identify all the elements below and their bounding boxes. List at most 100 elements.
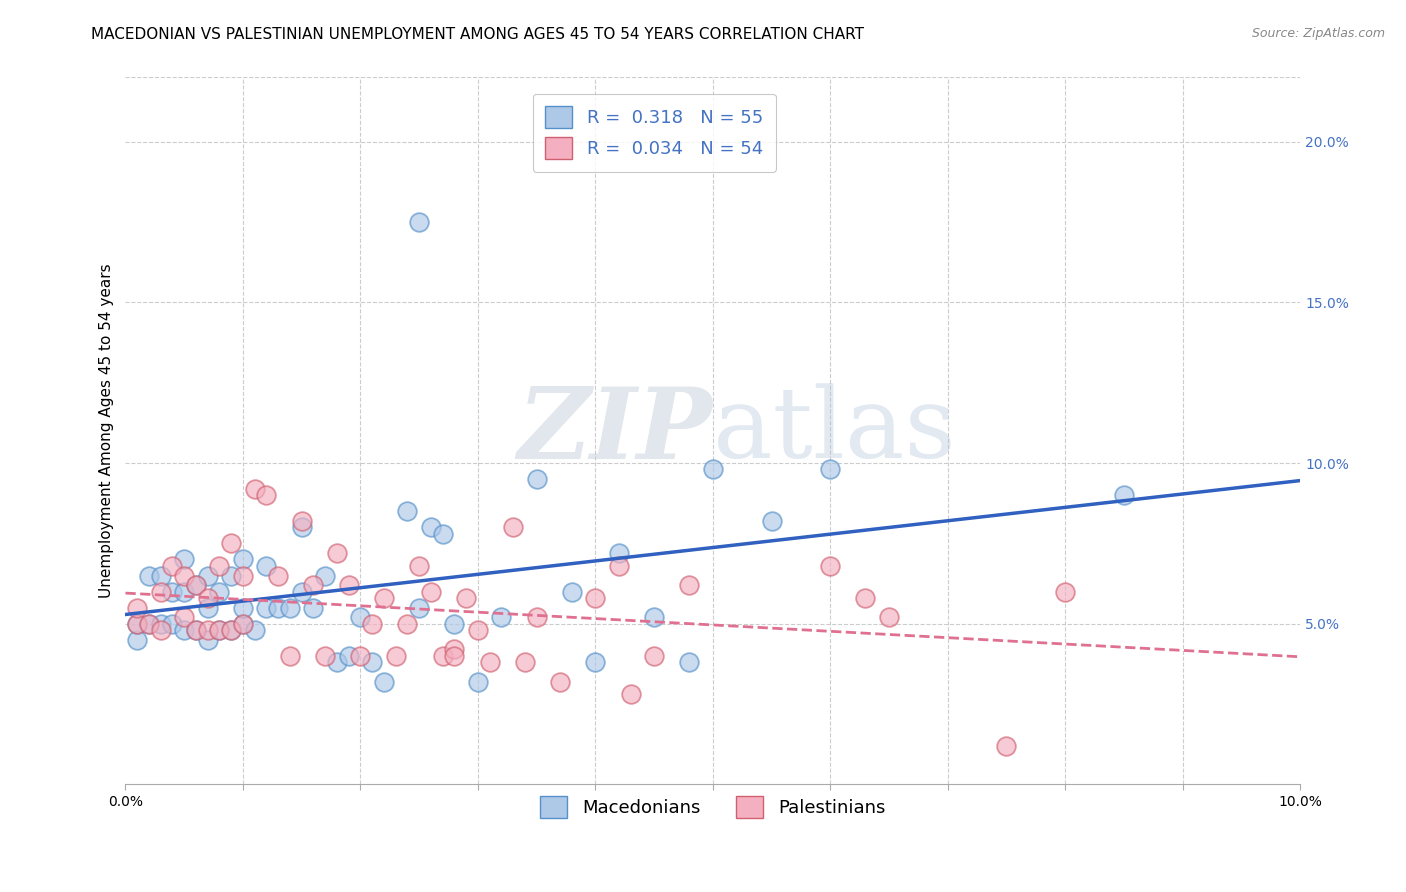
Point	[349, 648, 371, 663]
Point	[197, 600, 219, 615]
Point	[443, 648, 465, 663]
Legend: Macedonians, Palestinians: Macedonians, Palestinians	[533, 789, 893, 825]
Point	[127, 616, 149, 631]
Point	[232, 616, 254, 631]
Point	[173, 623, 195, 637]
Point	[291, 514, 314, 528]
Point	[526, 472, 548, 486]
Point	[583, 656, 606, 670]
Point	[208, 584, 231, 599]
Point	[818, 462, 841, 476]
Point	[314, 568, 336, 582]
Point	[855, 591, 877, 605]
Point	[432, 526, 454, 541]
Point	[607, 558, 630, 573]
Point	[408, 215, 430, 229]
Point	[184, 623, 207, 637]
Point	[396, 616, 419, 631]
Point	[877, 610, 900, 624]
Point	[408, 600, 430, 615]
Point	[291, 520, 314, 534]
Text: ZIP: ZIP	[517, 383, 713, 479]
Point	[995, 739, 1018, 753]
Point	[232, 552, 254, 566]
Point	[607, 546, 630, 560]
Point	[254, 488, 277, 502]
Point	[491, 610, 513, 624]
Point	[314, 648, 336, 663]
Point	[1112, 488, 1135, 502]
Point	[326, 656, 349, 670]
Point	[219, 536, 242, 550]
Point	[526, 610, 548, 624]
Point	[149, 616, 172, 631]
Point	[173, 610, 195, 624]
Point	[149, 584, 172, 599]
Point	[173, 552, 195, 566]
Point	[502, 520, 524, 534]
Point	[643, 610, 665, 624]
Point	[173, 584, 195, 599]
Point	[138, 616, 160, 631]
Text: MACEDONIAN VS PALESTINIAN UNEMPLOYMENT AMONG AGES 45 TO 54 YEARS CORRELATION CHA: MACEDONIAN VS PALESTINIAN UNEMPLOYMENT A…	[91, 27, 865, 42]
Point	[219, 623, 242, 637]
Point	[702, 462, 724, 476]
Point	[467, 623, 489, 637]
Point	[583, 591, 606, 605]
Point	[173, 568, 195, 582]
Point	[548, 674, 571, 689]
Point	[243, 623, 266, 637]
Point	[208, 558, 231, 573]
Point	[254, 600, 277, 615]
Point	[138, 568, 160, 582]
Point	[232, 616, 254, 631]
Point	[208, 623, 231, 637]
Point	[267, 568, 290, 582]
Point	[337, 578, 360, 592]
Point	[138, 616, 160, 631]
Point	[232, 568, 254, 582]
Point	[197, 568, 219, 582]
Point	[326, 546, 349, 560]
Point	[127, 632, 149, 647]
Point	[127, 616, 149, 631]
Point	[127, 600, 149, 615]
Point	[419, 520, 441, 534]
Point	[267, 600, 290, 615]
Point	[149, 623, 172, 637]
Point	[162, 584, 184, 599]
Point	[302, 600, 325, 615]
Point	[184, 578, 207, 592]
Point	[219, 568, 242, 582]
Point	[678, 578, 700, 592]
Point	[254, 558, 277, 573]
Point	[361, 656, 384, 670]
Point	[443, 616, 465, 631]
Point	[162, 558, 184, 573]
Point	[184, 578, 207, 592]
Point	[162, 616, 184, 631]
Point	[278, 600, 301, 615]
Point	[243, 482, 266, 496]
Point	[278, 648, 301, 663]
Point	[149, 568, 172, 582]
Point	[643, 648, 665, 663]
Point	[184, 623, 207, 637]
Text: atlas: atlas	[713, 383, 956, 479]
Text: Source: ZipAtlas.com: Source: ZipAtlas.com	[1251, 27, 1385, 40]
Point	[561, 584, 583, 599]
Point	[678, 656, 700, 670]
Point	[456, 591, 478, 605]
Point	[291, 584, 314, 599]
Point	[208, 623, 231, 637]
Point	[373, 674, 395, 689]
Point	[818, 558, 841, 573]
Point	[408, 558, 430, 573]
Point	[619, 688, 641, 702]
Point	[478, 656, 501, 670]
Point	[197, 632, 219, 647]
Point	[513, 656, 536, 670]
Point	[373, 591, 395, 605]
Point	[232, 600, 254, 615]
Point	[761, 514, 783, 528]
